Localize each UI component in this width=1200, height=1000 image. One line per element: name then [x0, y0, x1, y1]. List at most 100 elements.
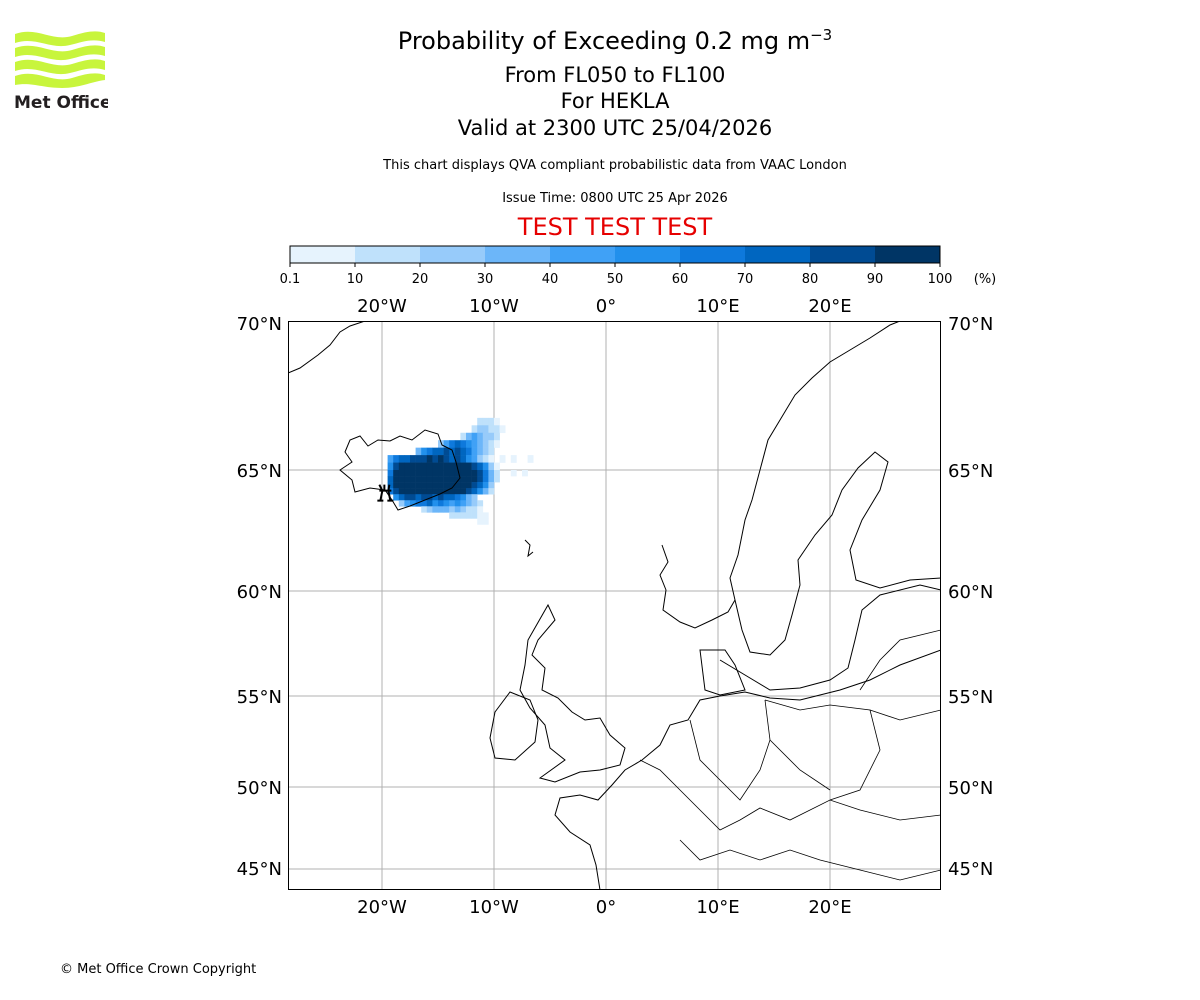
probability-cell [426, 476, 433, 483]
probability-cell [443, 500, 450, 507]
colorbar-tick-label: 40 [542, 272, 559, 287]
probability-cell [471, 488, 478, 495]
probability-cell [426, 500, 433, 507]
probability-cell [432, 447, 439, 456]
probability-cell [387, 476, 394, 483]
axis-labels: 20°W 20°W 10°W 10°W 0° 0° 10°E 10°E 20°E 20°E 70°N… [237, 296, 994, 918]
probability-cell [494, 425, 500, 434]
probability-cell [454, 455, 461, 463]
longitude-label: 10°W [469, 897, 519, 918]
volcano-name: For HEKLA [560, 89, 670, 113]
probability-cell [449, 506, 456, 513]
probability-cell [432, 500, 439, 507]
probability-cell [415, 462, 422, 471]
probability-cell [499, 455, 506, 463]
baltic-coast [719, 584, 941, 691]
faroe-islands [524, 539, 534, 558]
probability-cell [398, 455, 405, 463]
longitude-label: 20°E [808, 897, 851, 918]
probability-cell [482, 476, 489, 483]
issue-time: Issue Time: 0800 UTC 25 Apr 2026 [502, 191, 728, 206]
probability-cell [454, 440, 461, 448]
volcano-symbol [377, 484, 394, 502]
probability-cell [432, 470, 439, 477]
probability-cell [482, 432, 489, 441]
probability-cell [482, 425, 489, 434]
probability-cell [522, 470, 528, 477]
probability-cell [449, 500, 456, 507]
probability-cell [471, 432, 478, 441]
probability-cell [510, 455, 517, 463]
probability-cell [482, 488, 489, 495]
probability-cell [449, 462, 456, 471]
probability-cell [471, 455, 478, 463]
probability-cell [460, 455, 467, 463]
probability-cell [466, 506, 472, 513]
longitude-label: 0° [596, 296, 616, 317]
probability-cell [415, 470, 422, 477]
probability-cell [460, 500, 467, 507]
probability-cell [398, 462, 405, 471]
scandinavia-coast [659, 321, 901, 629]
probability-cell [460, 462, 467, 471]
probability-cell [482, 440, 489, 448]
probability-cell [488, 440, 495, 448]
probability-cell [471, 462, 478, 471]
probability-cell [426, 494, 433, 501]
probability-cell [449, 470, 456, 477]
title-superscript: −3 [810, 26, 833, 44]
probability-cell [482, 518, 489, 525]
colorbar-segment [290, 246, 356, 263]
probability-cell [454, 462, 461, 471]
probability-cell [415, 447, 422, 456]
ireland-coast [489, 691, 539, 761]
probability-cell [415, 455, 422, 463]
probability-cell [432, 462, 439, 471]
probability-cell [443, 462, 450, 471]
probability-cell [426, 455, 433, 463]
title-text: Probability of Exceeding 0.2 mg m [397, 27, 811, 55]
test-banner: TEST TEST TEST [517, 213, 713, 241]
map-frame [288, 321, 941, 890]
colorbar-tick-label: 50 [607, 272, 624, 287]
probability-cell [449, 488, 456, 495]
probability-cell [398, 500, 405, 507]
probability-cell [449, 455, 456, 463]
probability-cell [426, 506, 433, 513]
probability-cell [410, 462, 416, 471]
colorbar-segment [420, 246, 486, 263]
probability-cell [404, 494, 411, 501]
probability-cell [460, 488, 467, 495]
probability-cell [421, 482, 428, 489]
probability-cell [482, 455, 489, 463]
volcano-marker-icon [377, 484, 394, 502]
probability-cell [454, 482, 461, 489]
probability-cell [477, 470, 484, 477]
probability-cell [494, 462, 500, 471]
probability-cell [482, 447, 489, 456]
probability-cell [449, 440, 456, 448]
probability-cell [404, 476, 411, 483]
colorbar-tick-label: 10 [347, 272, 364, 287]
probability-cell [454, 476, 461, 483]
probability-cell [438, 447, 444, 456]
probability-cell [466, 512, 472, 519]
longitude-label: 10°W [469, 296, 519, 317]
probability-cell [460, 512, 467, 519]
probability-cell [466, 488, 472, 495]
probability-cell [471, 447, 478, 456]
colorbar-tick-label: 70 [737, 272, 754, 287]
probability-cell [454, 500, 461, 507]
latitude-label: 45°N [237, 859, 282, 880]
probability-cell [527, 455, 534, 463]
probability-cell [410, 488, 416, 495]
probability-cell [421, 470, 428, 477]
probability-cell [466, 470, 472, 477]
probability-cell [466, 447, 472, 456]
probability-cell [426, 462, 433, 471]
probability-cell [466, 482, 472, 489]
latitude-label: 50°N [948, 778, 993, 799]
country-borders [639, 629, 941, 881]
